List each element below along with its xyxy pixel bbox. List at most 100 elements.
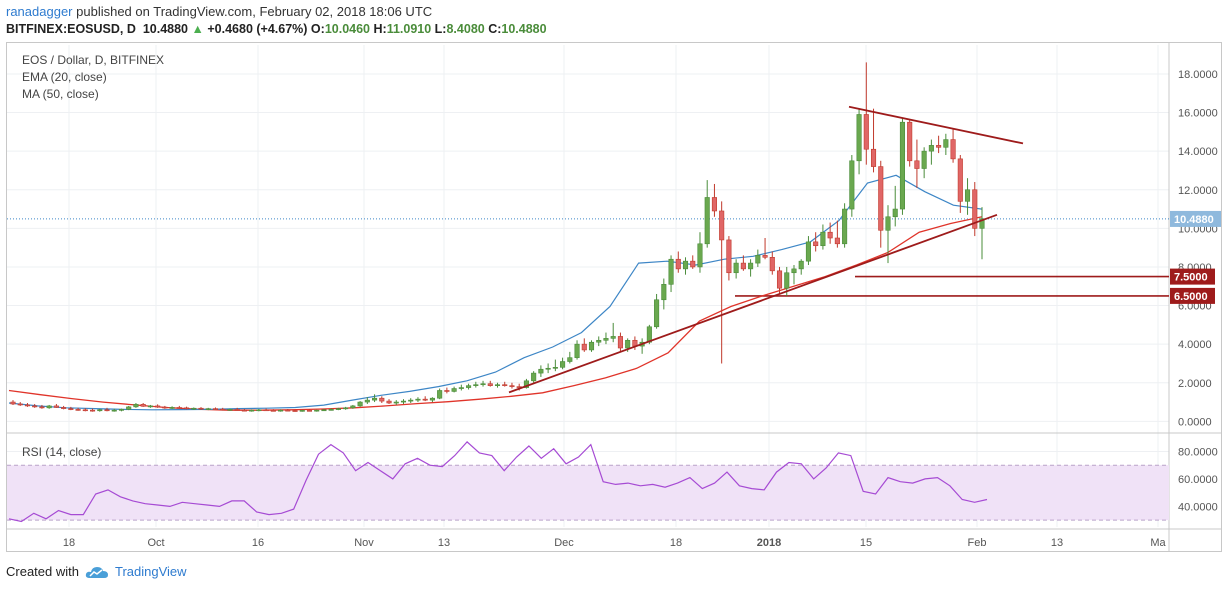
candle-body (798, 260, 804, 270)
price-tick-label: 16.0000 (1178, 108, 1218, 120)
candle-body (878, 166, 884, 231)
candle-body (451, 388, 457, 392)
candle-body (335, 408, 341, 410)
candle-body (118, 409, 125, 411)
legend-ma: MA (50, close) (22, 87, 99, 101)
candle-body (560, 361, 566, 368)
author-link[interactable]: ranadagger (6, 4, 73, 19)
candle-body (270, 410, 276, 412)
candle-body (805, 241, 811, 262)
footer: Created with TradingView (6, 564, 187, 579)
time-tick-label: 2018 (757, 537, 781, 549)
candle-body (364, 399, 370, 403)
candle-body (357, 401, 363, 407)
candle-body (458, 387, 464, 389)
candle-body (950, 139, 956, 160)
candle-body (372, 397, 378, 401)
candle-body (220, 408, 226, 411)
candle-body (437, 390, 443, 399)
candle-body (75, 409, 81, 411)
candle-body (487, 383, 493, 386)
candle-body (813, 241, 819, 247)
candle-body (422, 398, 428, 401)
candle-body (24, 404, 31, 407)
legend-rsi: RSI (14, close) (22, 445, 102, 459)
open-value: 10.0460 (324, 22, 370, 36)
time-tick-label: 13 (438, 537, 450, 549)
time-tick-label: 18 (670, 537, 682, 549)
candle-body (610, 336, 616, 339)
low-label: L: (434, 22, 447, 36)
price-tick-label: 0.0000 (1178, 416, 1212, 428)
candle-body (53, 405, 59, 408)
candle-body (386, 400, 392, 404)
candle-body (552, 367, 558, 369)
price-tick-label: 18.0000 (1178, 69, 1218, 81)
candle-body (155, 405, 161, 408)
candle-body (719, 210, 725, 241)
candle-body (278, 409, 284, 412)
candle-body (97, 409, 103, 412)
ma50-line (8, 216, 983, 411)
candle-body (473, 384, 479, 386)
candle-body (885, 216, 891, 231)
candle-body (314, 409, 320, 412)
candle-body (617, 336, 623, 349)
candle-body (321, 409, 327, 412)
candle-body (415, 398, 421, 401)
candle-body (531, 372, 537, 382)
created-with-text: Created with (6, 564, 79, 579)
candle-body (111, 409, 117, 412)
candle-body (256, 409, 262, 412)
close-label: C: (488, 22, 502, 36)
candle-body (306, 410, 313, 412)
candle-body (133, 404, 139, 408)
time-tick-label: 18 (63, 537, 75, 549)
candle-body (480, 383, 486, 386)
candle-body (668, 258, 674, 285)
candle-body (17, 403, 23, 406)
candle-body (444, 390, 450, 392)
high-value: 11.0910 (386, 22, 432, 36)
candle-body (581, 343, 587, 351)
candle-body (234, 409, 240, 411)
candle-body (191, 407, 197, 410)
candle-body (249, 409, 255, 412)
candle-body (849, 160, 855, 210)
candle-body (863, 114, 869, 150)
candle-body (567, 357, 573, 362)
candle-body (726, 239, 732, 274)
rsi-line (8, 441, 988, 523)
time-tick-label: 16 (252, 537, 264, 549)
candle-body (82, 409, 88, 412)
candle-body (400, 400, 407, 403)
candle-body (697, 243, 703, 268)
candle-body (176, 407, 182, 409)
candle-body (538, 368, 544, 374)
candle-body (856, 114, 862, 162)
candle-body (776, 270, 783, 289)
tradingview-brand[interactable]: TradingView (114, 564, 187, 579)
last-price-badge (1170, 210, 1221, 227)
price-tick-label: 14.0000 (1178, 146, 1218, 158)
candle-body (292, 410, 298, 412)
candle-body (574, 343, 580, 358)
price-change: +0.4680 (+4.67%) (207, 22, 308, 36)
time-tick-label: Oct (147, 537, 164, 549)
candle-body (299, 410, 305, 412)
candle-body (755, 255, 761, 264)
candle-body (791, 268, 797, 274)
rising-trendline (508, 213, 998, 394)
candle-body (675, 258, 681, 270)
candle-body (834, 237, 840, 245)
candle-body (502, 384, 508, 386)
falling-trendline (848, 105, 1024, 145)
price-chart[interactable]: 0.00002.00004.00006.00008.000010.000012.… (7, 43, 1221, 551)
candle-body (393, 401, 399, 404)
candle-body (979, 218, 985, 229)
price-tick-label: 2.0000 (1178, 378, 1212, 390)
candle-body (748, 262, 754, 270)
candle-body (212, 408, 219, 410)
publish-info: ranadagger published on TradingView.com,… (6, 4, 432, 19)
candle-body (972, 189, 978, 229)
